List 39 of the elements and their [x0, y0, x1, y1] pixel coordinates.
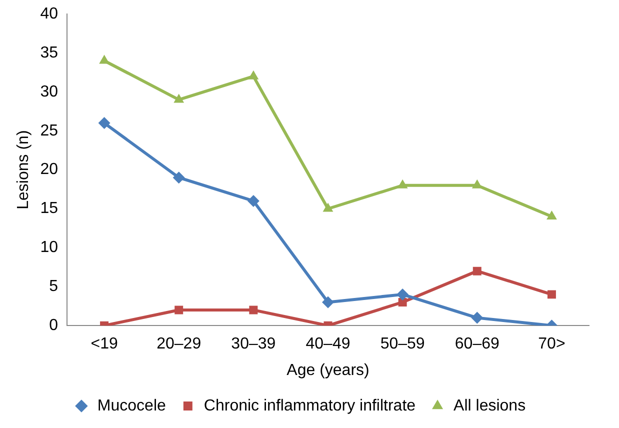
point [397, 179, 408, 188]
y-tick-label: 5 [49, 278, 58, 296]
point [546, 210, 557, 220]
y-tick-label: 10 [40, 239, 58, 256]
point [322, 296, 334, 308]
y-tick-label: 0 [49, 317, 58, 334]
legend-label: Mucocele [97, 397, 166, 414]
point [247, 194, 260, 207]
y-tick-label: 30 [40, 83, 58, 100]
point [174, 94, 184, 103]
y-tick-label: 40 [40, 5, 58, 22]
legend-label: All lesions [454, 397, 526, 414]
x-tick-label: 40–49 [306, 336, 350, 353]
x-tick-label: 50–59 [380, 336, 425, 353]
point [99, 54, 110, 64]
point [172, 172, 185, 184]
y-tick-label: 35 [40, 44, 58, 62]
point [249, 306, 258, 314]
x-tick-label: <19 [90, 336, 118, 353]
x-tick-label: 30–39 [231, 336, 276, 353]
x-tick-label: 20–29 [156, 336, 202, 353]
point [174, 306, 184, 314]
y-tick-label: 20 [40, 161, 58, 178]
legend-label: Chronic inflammatory infiltrate [204, 397, 416, 414]
x-axis-title: Age (years) [286, 362, 370, 379]
point [322, 202, 334, 212]
point [98, 117, 110, 130]
point [471, 312, 484, 324]
point [396, 288, 409, 300]
point [547, 290, 556, 299]
y-tick-label: 25 [40, 122, 58, 140]
point [472, 266, 482, 276]
y-axis-title: Lesions (n) [15, 130, 32, 210]
point [398, 298, 407, 306]
point [472, 179, 482, 188]
point [248, 70, 259, 80]
x-tick-label: 70> [538, 336, 566, 353]
x-tick-label: 60–69 [454, 336, 500, 353]
y-tick-label: 15 [40, 200, 58, 218]
